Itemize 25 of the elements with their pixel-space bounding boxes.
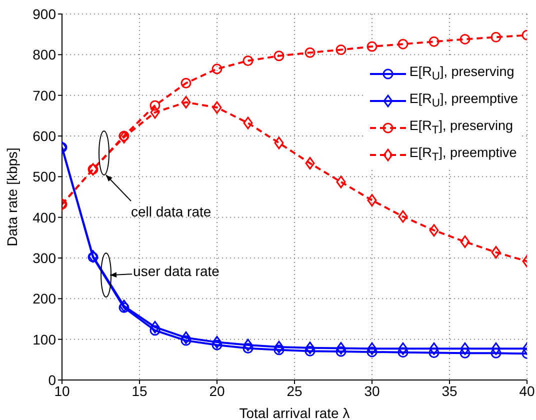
legend-label: E[R$_{U}$], preserving bbox=[409, 64, 514, 83]
legend-label: E[R$_{T}$], preemptive bbox=[409, 145, 517, 164]
legend-label: E[R$_{T}$], preserving bbox=[409, 118, 513, 137]
y-tick-label: 300 bbox=[32, 250, 56, 266]
y-tick-label: 0 bbox=[48, 372, 56, 388]
y-tick-label: 900 bbox=[32, 6, 56, 22]
y-tick-label: 700 bbox=[32, 87, 56, 104]
y-tick-label: 600 bbox=[32, 128, 56, 144]
x-tick-label: 20 bbox=[209, 382, 225, 399]
x-tick-label: 25 bbox=[286, 382, 302, 399]
x-axis-title: Total arrival rate λ bbox=[239, 405, 350, 420]
y-axis-title: Data rate [kbps] bbox=[4, 148, 20, 246]
y-tick-label: 200 bbox=[32, 290, 56, 307]
x-tick-label: 10 bbox=[54, 382, 70, 399]
x-tick-label: 30 bbox=[364, 382, 380, 399]
y-tick-label: 800 bbox=[32, 46, 56, 63]
annotation: user data rate bbox=[133, 262, 220, 279]
x-tick-label: 40 bbox=[519, 382, 535, 399]
x-tick-label: 35 bbox=[442, 382, 458, 399]
annotation: cell data rate bbox=[131, 204, 212, 220]
legend-label: E[R$_{U}$], preemptive bbox=[409, 91, 518, 110]
y-tick-label: 400 bbox=[32, 209, 56, 226]
y-tick-label: 500 bbox=[32, 168, 56, 185]
x-tick-label: 15 bbox=[132, 382, 148, 399]
y-tick-label: 100 bbox=[32, 331, 56, 348]
